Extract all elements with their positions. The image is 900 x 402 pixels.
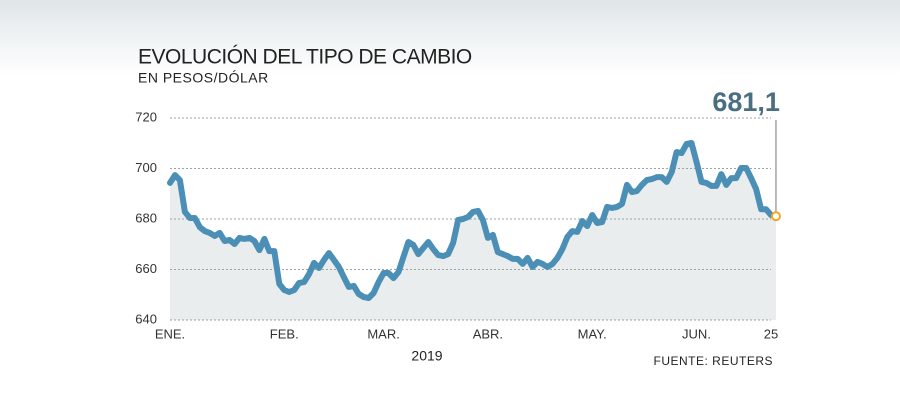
x-tick-label: ABR. [473,326,503,341]
y-tick-label: 700 [135,160,157,175]
x-tick-label: MAR. [367,326,400,341]
y-tick-label: 640 [135,311,157,326]
x-tick-label: MAY. [578,326,607,341]
chart-subtitle: EN PESOS/DÓLAR [138,70,269,86]
y-tick-label: 720 [135,109,157,124]
x-axis-label: 2019 [411,348,442,364]
area [170,143,776,320]
x-tick-label: ENE. [155,326,185,341]
chart-title: EVOLUCIÓN DEL TIPO DE CAMBIO [138,46,472,69]
end-label: 681,1 [712,87,780,117]
y-tick-label: 660 [135,261,157,276]
x-tick-label: JUN. [682,326,711,341]
x-tick-label: 25 [764,326,778,341]
y-tick-label: 680 [135,210,157,225]
end-marker [770,211,781,222]
source: FUENTE: REUTERS [653,354,773,368]
x-tick-label: FEB. [270,326,299,341]
line [167,140,779,301]
header-band [0,0,900,75]
